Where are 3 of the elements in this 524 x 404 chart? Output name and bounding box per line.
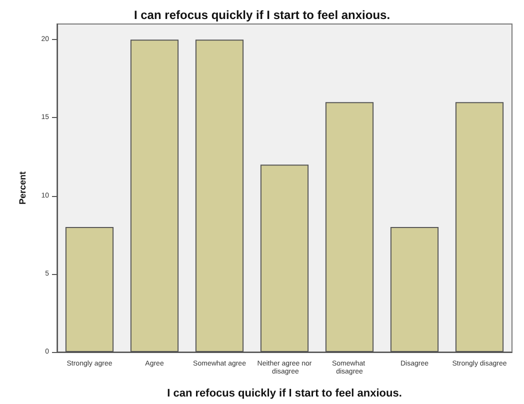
y-axis-title: Percent <box>18 171 28 205</box>
x-axis-title: I can refocus quickly if I start to feel anxious. <box>167 388 402 400</box>
chart-title: I can refocus quickly if I start to feel anxious. <box>134 8 390 22</box>
